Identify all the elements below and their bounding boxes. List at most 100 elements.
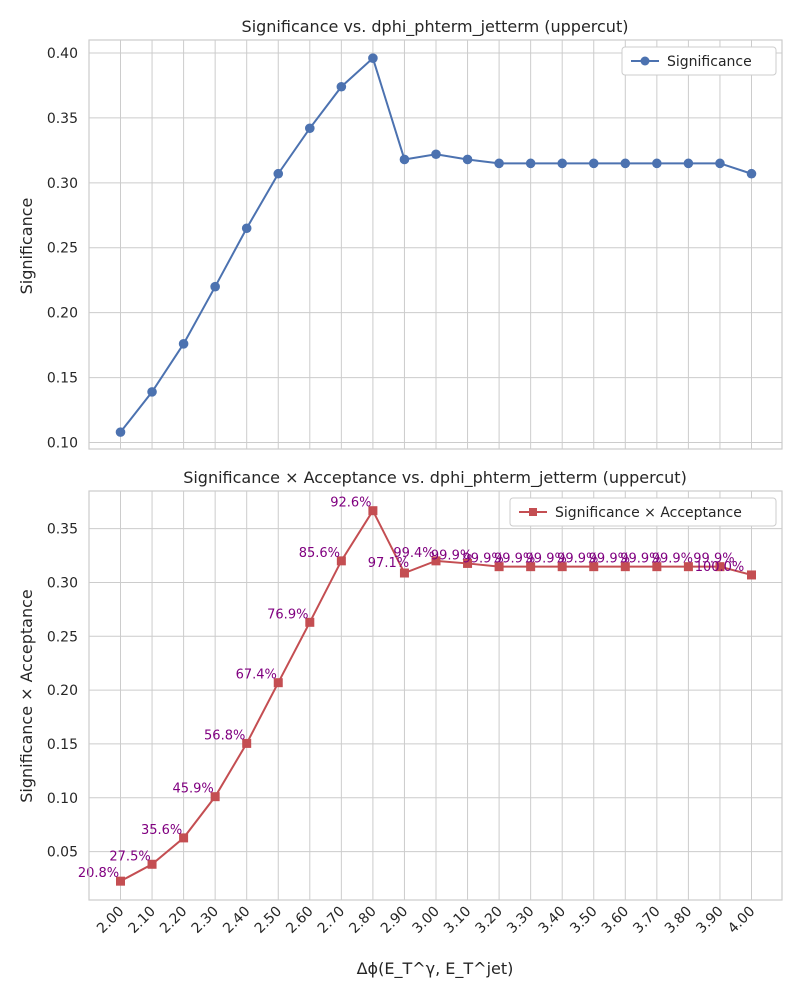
bottom-data-point <box>557 562 567 572</box>
top-data-point <box>746 168 757 179</box>
top-data-point <box>557 158 567 169</box>
x-tick-label: 3.30 <box>504 904 537 937</box>
top-plot-frame <box>88 39 783 450</box>
acceptance-annotation: 56.8% <box>204 728 245 743</box>
top-data-point <box>683 158 694 169</box>
top-data-point <box>115 427 126 437</box>
x-tick-label: 2.20 <box>157 904 190 937</box>
top-data-point <box>147 387 157 397</box>
top-y-tick-label: 0.15 <box>47 371 78 387</box>
significance-panel: 0.10 0.15 0.20 0.25 0.30 0.35 0.40 Significanc… <box>17 17 783 452</box>
bottom-y-tick-label: 0.25 <box>47 629 78 645</box>
bottom-data-point <box>210 792 220 802</box>
x-tick-label: 2.30 <box>189 904 222 937</box>
bottom-data-point <box>526 562 536 572</box>
bottom-y-tick-label: 0.35 <box>47 522 78 538</box>
x-tick-label: 2.00 <box>94 904 127 937</box>
acceptance-annotation: 99.4% <box>393 546 434 561</box>
acceptance-annotation: 99.9% <box>693 552 734 567</box>
acceptance-annotation: 99.9% <box>620 552 661 567</box>
top-legend: Significance <box>621 46 777 76</box>
x-axis-label: Δϕ(E_T^γ, E_T^jet) <box>357 959 514 979</box>
acceptance-annotation: 67.4% <box>236 668 277 683</box>
x-tick-label: 2.80 <box>346 904 379 937</box>
top-data-point <box>241 223 252 234</box>
top-data-point <box>305 123 315 134</box>
bottom-data-point <box>652 562 662 572</box>
top-data-point <box>715 158 725 169</box>
acceptance-annotation: 20.8% <box>78 866 119 881</box>
x-tick-label: 2.90 <box>378 904 411 937</box>
top-y-tick-label: 0.20 <box>47 306 78 322</box>
top-chart-title: Significance vs. dphi_phterm_jetterm (up… <box>242 17 629 37</box>
bottom-data-point <box>494 562 504 572</box>
x-tick-label: 4.00 <box>725 904 758 937</box>
x-tick-label: 2.70 <box>315 904 348 937</box>
top-data-point <box>494 158 504 169</box>
top-data-point <box>620 158 631 169</box>
top-y-tick-label: 0.35 <box>47 111 78 127</box>
bottom-y-tick-label: 0.15 <box>47 737 78 753</box>
bottom-data-point <box>683 562 693 572</box>
acceptance-annotation: 99.9% <box>462 552 503 567</box>
top-data-point <box>588 158 599 169</box>
top-y-tick-label: 0.30 <box>47 176 78 192</box>
x-tick-label: 3.00 <box>409 904 442 937</box>
bottom-plot-frame <box>88 490 783 901</box>
bottom-data-point <box>305 617 315 627</box>
bottom-data-point <box>179 833 189 843</box>
acceptance-annotation: 100.0% <box>695 560 745 575</box>
acceptance-annotation: 99.9% <box>494 552 535 567</box>
bottom-legend-marker <box>529 508 537 516</box>
acceptance-annotation: 27.5% <box>109 849 150 864</box>
acceptance-annotation: 99.9% <box>589 552 630 567</box>
top-data-point <box>399 154 410 165</box>
acceptance-annotation: 99.9% <box>652 552 693 567</box>
top-y-tick-label: 0.10 <box>47 436 78 452</box>
top-data-point <box>178 339 189 349</box>
x-tick-label: 3.80 <box>662 904 695 937</box>
acceptance-annotation: 35.6% <box>141 823 182 838</box>
bottom-chart-title: Significance × Acceptance vs. dphi_phter… <box>183 468 687 488</box>
x-tick-label: 3.50 <box>567 904 600 937</box>
top-data-point <box>368 53 378 63</box>
x-tick-label: 2.40 <box>220 904 253 937</box>
acceptance-annotation: 99.9% <box>557 552 598 567</box>
top-data-point <box>431 149 441 160</box>
bottom-y-tick-label: 0.10 <box>47 791 78 807</box>
bottom-data-point <box>715 562 725 572</box>
bottom-y-tick-label: 0.30 <box>47 575 78 591</box>
bottom-legend-label: Significance × Acceptance <box>555 505 742 521</box>
bottom-data-point <box>147 859 157 869</box>
bottom-y-axis-label: Significance × Acceptance <box>17 589 36 803</box>
top-data-point <box>652 158 662 169</box>
top-legend-label: Significance <box>667 54 752 70</box>
acceptance-annotation: 99.9% <box>526 552 567 567</box>
x-tick-label: 2.60 <box>283 904 316 937</box>
bottom-data-point <box>273 678 283 688</box>
x-tick-label: 3.40 <box>536 904 569 937</box>
top-data-point <box>462 154 473 165</box>
bottom-y-tick-label: 0.05 <box>47 845 78 861</box>
x-tick-label: 3.20 <box>473 904 506 937</box>
x-tick-label: 3.90 <box>693 904 726 937</box>
x-tick-label: 3.70 <box>630 904 663 937</box>
top-y-tick-label: 0.25 <box>47 241 78 257</box>
acceptance-annotation: 85.6% <box>299 546 340 561</box>
bottom-data-point <box>589 562 599 572</box>
bottom-data-point <box>747 570 756 580</box>
x-tick-label: 3.10 <box>441 904 474 937</box>
significance-acceptance-panel: 0.05 0.10 0.15 0.20 0.25 0.30 0.35 2.002.102.20… <box>17 468 783 979</box>
x-tick-label: 2.50 <box>252 904 285 937</box>
bottom-data-point <box>431 556 441 566</box>
top-data-point <box>525 158 536 169</box>
bottom-data-point <box>368 506 378 516</box>
top-data-point <box>210 281 220 292</box>
bottom-data-point <box>242 738 252 748</box>
acceptance-annotation: 76.9% <box>267 607 308 622</box>
bottom-data-point <box>620 562 630 572</box>
top-y-axis-label: Significance <box>17 198 36 295</box>
top-data-point <box>336 81 347 92</box>
x-tick-label: 2.10 <box>126 904 159 937</box>
acceptance-annotation: 45.9% <box>172 782 213 797</box>
